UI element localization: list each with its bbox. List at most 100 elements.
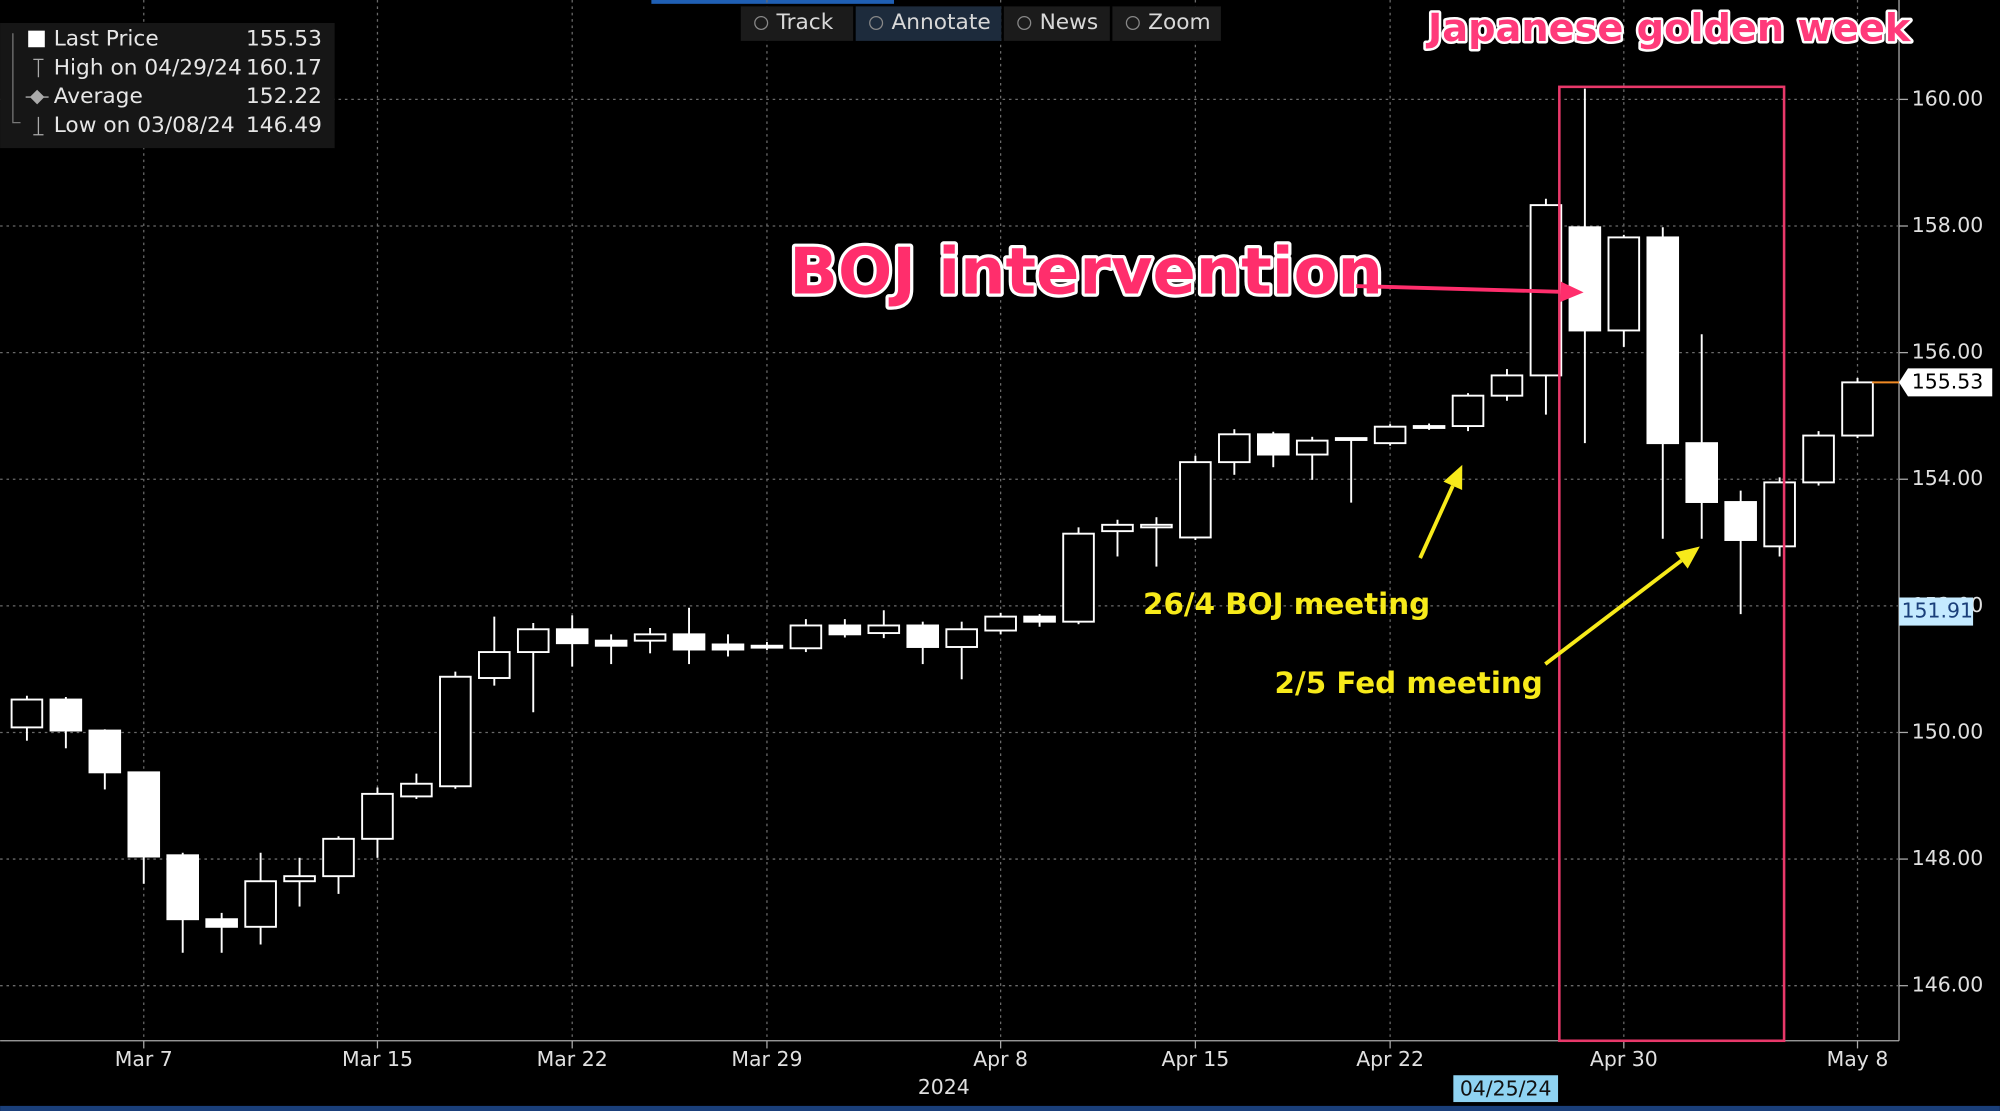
x-tick-label: Apr 8 (973, 1047, 1028, 1071)
legend-value: 146.49 (246, 113, 322, 138)
candle-body (361, 792, 394, 840)
candle-body (322, 837, 355, 878)
candle-body (1763, 481, 1796, 548)
x-tick-label: May 8 (1827, 1047, 1889, 1071)
y-tick-label: 154.00 (1912, 466, 1983, 490)
candle-body (127, 771, 161, 858)
x-axis-year: 2024 (918, 1075, 970, 1099)
candle-body (828, 624, 862, 636)
candle-body (1568, 226, 1602, 332)
annotation-arrow-head (1675, 546, 1700, 569)
candle-body (1062, 532, 1095, 623)
annotation-arrow (1418, 484, 1455, 559)
toolbar-button[interactable] (740, 6, 854, 41)
marker-tag-box (1899, 597, 1974, 626)
annotation: BOJ intervention (789, 235, 1383, 309)
x-tick-label: Apr 22 (1356, 1047, 1424, 1071)
toolbar-icon (869, 15, 884, 31)
candle-body (1685, 442, 1718, 503)
candle-body (283, 875, 316, 883)
candle-body (1023, 615, 1056, 623)
toolbar-button[interactable] (1003, 6, 1110, 41)
candle-body (1295, 439, 1329, 456)
toolbar-label[interactable]: News (1040, 10, 1099, 35)
toolbar-icon (754, 15, 769, 31)
x-tick-label: Mar 22 (537, 1047, 608, 1071)
y-tick-label: 150.00 (1912, 719, 1983, 743)
toolbar-button[interactable] (855, 6, 1002, 41)
candle-body (1451, 394, 1485, 428)
legend-icon (25, 89, 49, 105)
toolbar-label[interactable]: Zoom (1148, 10, 1211, 35)
annotation-arrow-head (1443, 464, 1463, 490)
y-tick-label: 158.00 (1912, 213, 1983, 237)
crosshair-label: 04/25/24 (1460, 1076, 1552, 1100)
legend-value: 160.17 (246, 55, 322, 80)
legend-icon (33, 116, 44, 136)
candle-body (88, 729, 122, 774)
candle-body (672, 633, 706, 651)
last-price-tag-box (1899, 368, 1993, 397)
toolbar-icon (1017, 15, 1032, 31)
legend-icon (28, 30, 45, 48)
candle-body (1607, 236, 1641, 332)
candle-body (1334, 437, 1368, 441)
toolbar-label[interactable]: Track (776, 10, 834, 35)
legend-label: Last Price (54, 27, 159, 52)
candle-body (205, 918, 238, 928)
candle-body (945, 628, 978, 648)
candle-body (1373, 425, 1407, 445)
candle-body (166, 854, 199, 921)
y-tick-label: 160.00 (1912, 86, 1983, 110)
legend-value: 152.22 (246, 84, 322, 109)
candle-body (478, 651, 511, 679)
toolbar-button[interactable] (1112, 6, 1221, 41)
candle-body (867, 624, 901, 635)
annotation: 2/5 Fed meeting (1275, 666, 1543, 700)
candle-body (1490, 374, 1524, 397)
golden-week-box (1558, 85, 1786, 1043)
bottom-bar (0, 1105, 2000, 1111)
candle-body (906, 624, 940, 648)
legend-box (0, 22, 335, 149)
legend-icon (33, 58, 44, 78)
candle-body (750, 644, 784, 649)
candle-body (555, 628, 589, 645)
legend-bracket (12, 33, 21, 124)
candle-body (10, 698, 44, 729)
legend-value: 155.53 (246, 27, 322, 52)
annotation-arrow (1356, 284, 1561, 294)
x-tick-label: Mar 29 (731, 1047, 802, 1071)
candle-body (984, 615, 1017, 632)
candle-body (1841, 381, 1874, 437)
candle-body (789, 624, 823, 650)
x-tick-label: Apr 15 (1161, 1047, 1229, 1071)
last-price-tag: 155.53 (1912, 369, 1983, 393)
candle-body (1412, 425, 1446, 429)
candle-body (1802, 434, 1835, 484)
y-tick-label: 148.00 (1912, 846, 1983, 870)
candle-body (244, 880, 277, 928)
candle-body (594, 639, 628, 647)
x-tick-label: Apr 30 (1590, 1047, 1658, 1071)
candle-body (1218, 433, 1251, 464)
candle-body (1179, 461, 1212, 539)
annotation: Japanese golden week (1425, 6, 1912, 51)
y-tick-label: 146.00 (1912, 973, 1983, 997)
candle-body (1101, 523, 1134, 533)
candle-body (1140, 523, 1173, 529)
annotation-arrow (1544, 558, 1683, 666)
candle-body (633, 633, 667, 642)
y-tick-label: 156.00 (1912, 340, 1983, 364)
toolbar-highlight (651, 0, 895, 4)
toolbar-icon (1125, 15, 1140, 31)
toolbar-label[interactable]: Annotate (891, 10, 990, 35)
candle-body (49, 698, 83, 732)
legend-label: Low on 03/08/24 (54, 113, 235, 138)
x-tick-label: Mar 7 (115, 1047, 173, 1071)
legend-label: High on 04/29/24 (54, 55, 242, 80)
candle-body (711, 643, 745, 651)
marker-tag: 151.91 (1902, 599, 1973, 623)
